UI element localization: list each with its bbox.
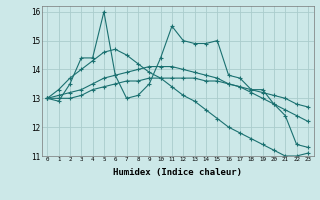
X-axis label: Humidex (Indice chaleur): Humidex (Indice chaleur): [113, 168, 242, 177]
